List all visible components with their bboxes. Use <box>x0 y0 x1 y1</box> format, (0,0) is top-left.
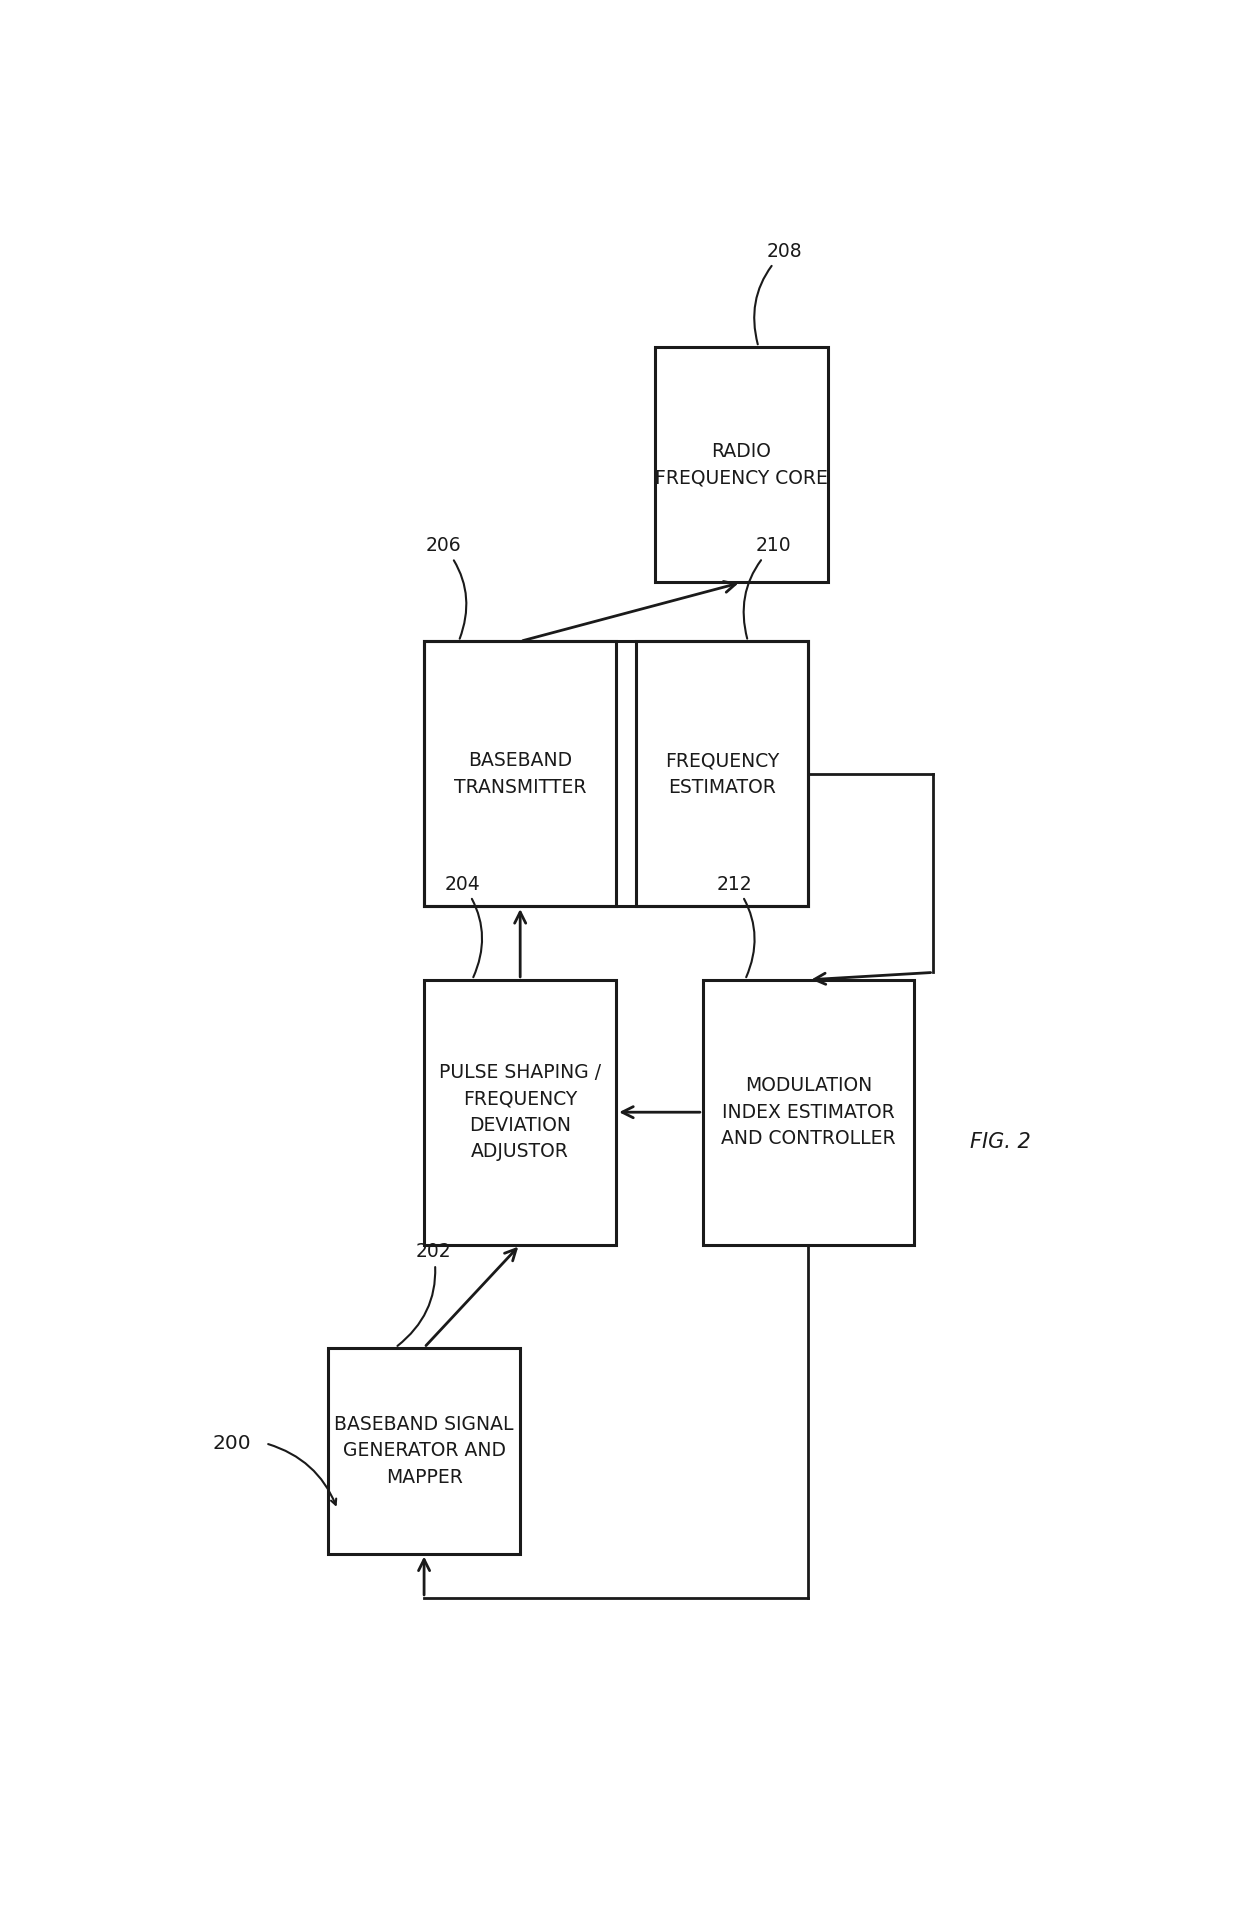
Bar <box>655 348 828 583</box>
Text: FREQUENCY
ESTIMATOR: FREQUENCY ESTIMATOR <box>665 751 779 797</box>
Text: 210: 210 <box>744 537 791 638</box>
Text: 204: 204 <box>445 875 482 977</box>
Text: BASEBAND SIGNAL
GENERATOR AND
MAPPER: BASEBAND SIGNAL GENERATOR AND MAPPER <box>335 1414 513 1487</box>
Bar <box>635 642 808 906</box>
Text: RADIO
FREQUENCY CORE: RADIO FREQUENCY CORE <box>655 441 827 487</box>
Text: MODULATION
INDEX ESTIMATOR
AND CONTROLLER: MODULATION INDEX ESTIMATOR AND CONTROLLE… <box>722 1076 895 1149</box>
Bar <box>703 980 914 1244</box>
Text: PULSE SHAPING /
FREQUENCY
DEVIATION
ADJUSTOR: PULSE SHAPING / FREQUENCY DEVIATION ADJU… <box>439 1063 601 1162</box>
Text: 212: 212 <box>717 875 755 977</box>
Text: BASEBAND
TRANSMITTER: BASEBAND TRANSMITTER <box>454 751 587 797</box>
Bar <box>424 980 616 1244</box>
Text: FIG. 2: FIG. 2 <box>971 1131 1030 1152</box>
Text: 206: 206 <box>425 537 466 638</box>
Text: 202: 202 <box>398 1242 451 1345</box>
Text: 208: 208 <box>754 243 802 344</box>
Text: 200: 200 <box>212 1433 252 1452</box>
Bar <box>327 1347 521 1554</box>
Bar <box>424 642 616 906</box>
Bar <box>424 642 808 906</box>
